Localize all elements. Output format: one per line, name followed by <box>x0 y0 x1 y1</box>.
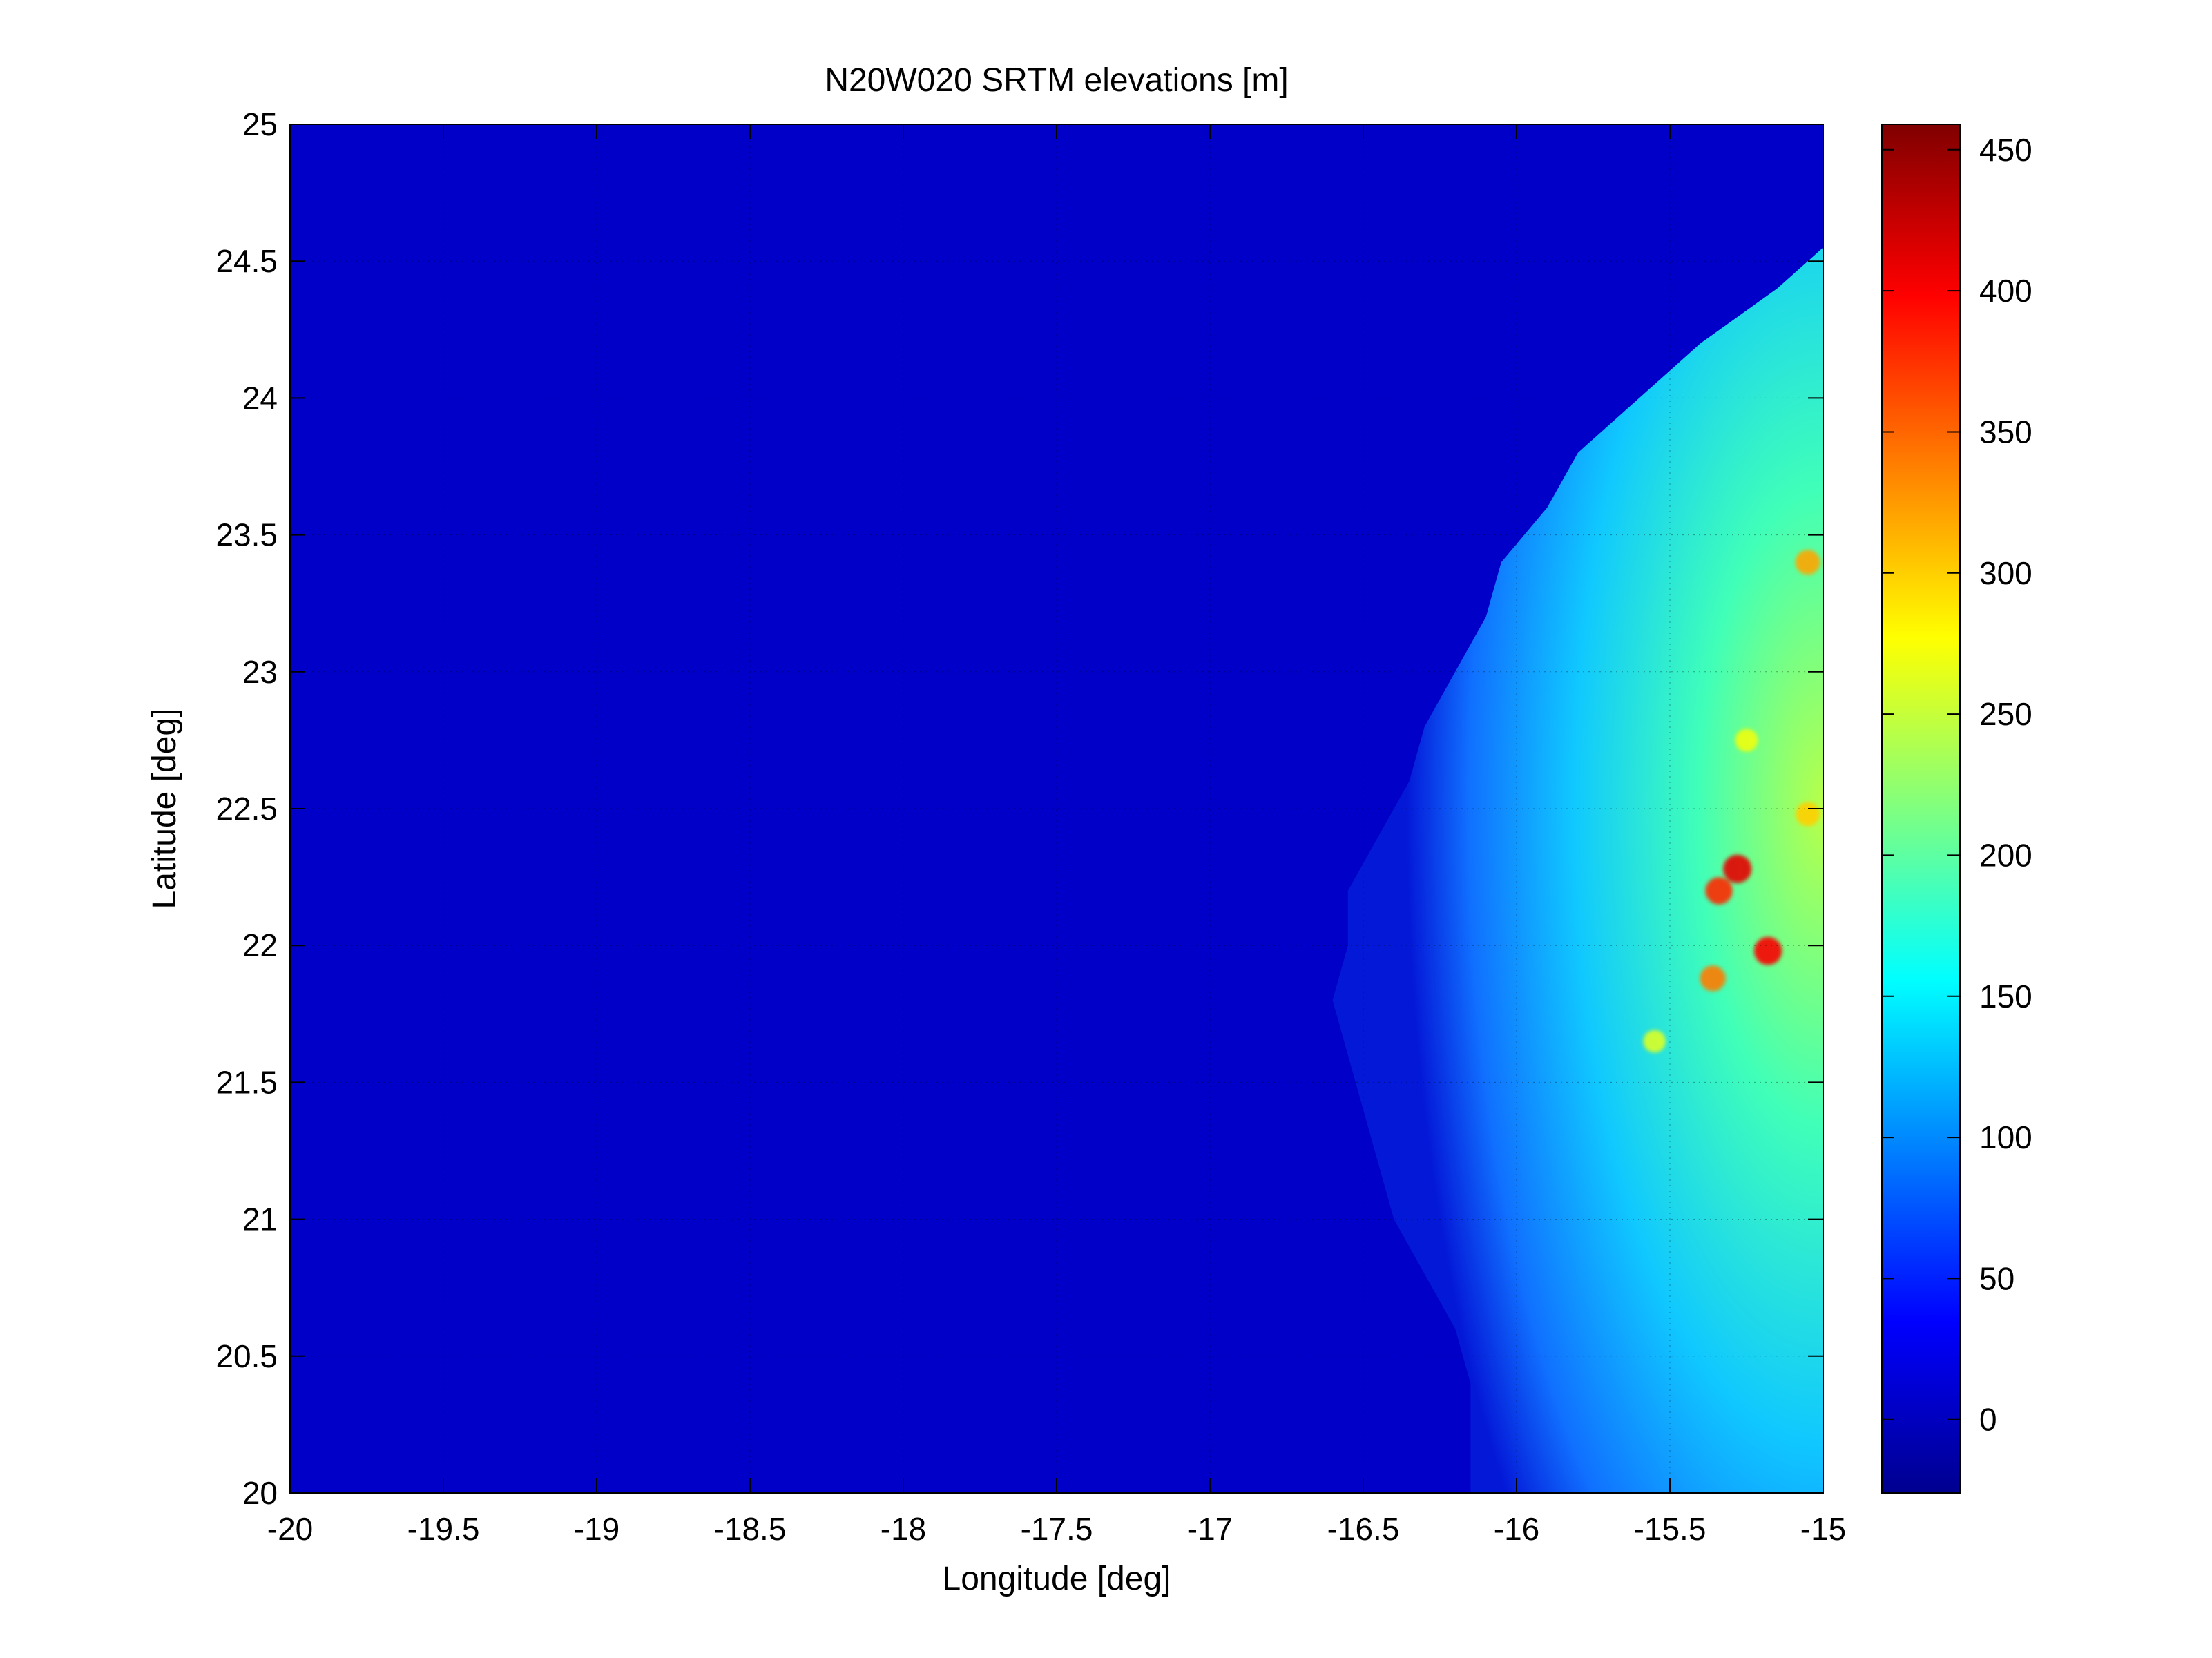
y-tick-label: 24 <box>242 380 278 416</box>
elevation-peak-4 <box>1700 965 1726 992</box>
y-tick-label: 21 <box>242 1202 278 1237</box>
elevation-peak-3 <box>1753 936 1782 965</box>
x-axis-label: Longitude [deg] <box>943 1561 1171 1597</box>
x-axis-ticks: -20 -19.5 -19 -18.5 -18 -17.5 -17 -16.5 -16 -15.5… <box>267 124 1846 1547</box>
colorbar-tick-label: 0 <box>1979 1402 1997 1438</box>
y-tick-label: 23 <box>242 654 278 690</box>
x-tick-label: -19 <box>574 1511 619 1547</box>
x-tick-label: -17.5 <box>1021 1511 1093 1547</box>
y-tick-label: 25 <box>242 106 278 142</box>
y-tick-label: 23.5 <box>215 517 278 553</box>
grid-lines <box>290 124 1823 1493</box>
x-tick-label: -18.5 <box>714 1511 787 1547</box>
colorbar-tick-label: 450 <box>1979 132 2032 168</box>
y-axis-label: Latitude [deg] <box>146 708 183 909</box>
colorbar-tick-label: 400 <box>1979 273 2032 309</box>
elevation-peak-6 <box>1796 802 1820 827</box>
land-elevation-surface <box>1332 247 1823 1493</box>
colorbar-tick-label: 100 <box>1979 1119 2032 1155</box>
chart-title: N20W020 SRTM elevations [m] <box>825 62 1288 99</box>
elevation-peak-7 <box>1735 729 1758 752</box>
x-tick-label: -17 <box>1187 1511 1233 1547</box>
elevation-peak-1 <box>1723 854 1752 883</box>
colorbar-tick-label: 250 <box>1979 696 2032 732</box>
y-axis-ticks: 20 20.5 21 21.5 22 22.5 23 23.5 24 24.5 25 <box>215 106 1823 1511</box>
colorbar-tick-label: 50 <box>1979 1260 2014 1296</box>
elevation-peak-2 <box>1705 877 1733 905</box>
elevation-peak-8 <box>1643 1030 1666 1053</box>
y-tick-label: 21.5 <box>215 1064 278 1100</box>
x-tick-label: -20 <box>267 1511 313 1547</box>
colorbar-tick-label: 350 <box>1979 414 2032 450</box>
x-tick-label: -16 <box>1494 1511 1539 1547</box>
x-tick-label: -18 <box>881 1511 926 1547</box>
elevation-peak-5 <box>1795 550 1820 575</box>
colorbar-gradient <box>1881 124 1961 1494</box>
y-tick-label: 24.5 <box>215 243 278 279</box>
y-tick-label: 22 <box>242 927 278 963</box>
x-tick-label: -15 <box>1800 1511 1846 1547</box>
colorbar-tick-label: 150 <box>1979 979 2032 1014</box>
colorbar-tick-label: 300 <box>1979 555 2032 591</box>
y-tick-label: 20.5 <box>215 1338 278 1374</box>
x-tick-label: -15.5 <box>1634 1511 1706 1547</box>
colorbar-tick-label: 200 <box>1979 837 2032 873</box>
x-tick-label: -19.5 <box>407 1511 480 1547</box>
heatmap-plot-area: -20 -19.5 -19 -18.5 -18 -17.5 -17 -16.5 -16 -15.5… <box>215 106 1846 1547</box>
colorbar: 0 50 100 150 200 250 300 350 400 450 <box>1881 124 2032 1494</box>
x-tick-label: -16.5 <box>1327 1511 1400 1547</box>
y-tick-label: 20 <box>242 1475 278 1511</box>
colorbar-ticks: 0 50 100 150 200 250 300 350 400 450 <box>1882 132 2032 1438</box>
y-tick-label: 22.5 <box>215 791 278 827</box>
